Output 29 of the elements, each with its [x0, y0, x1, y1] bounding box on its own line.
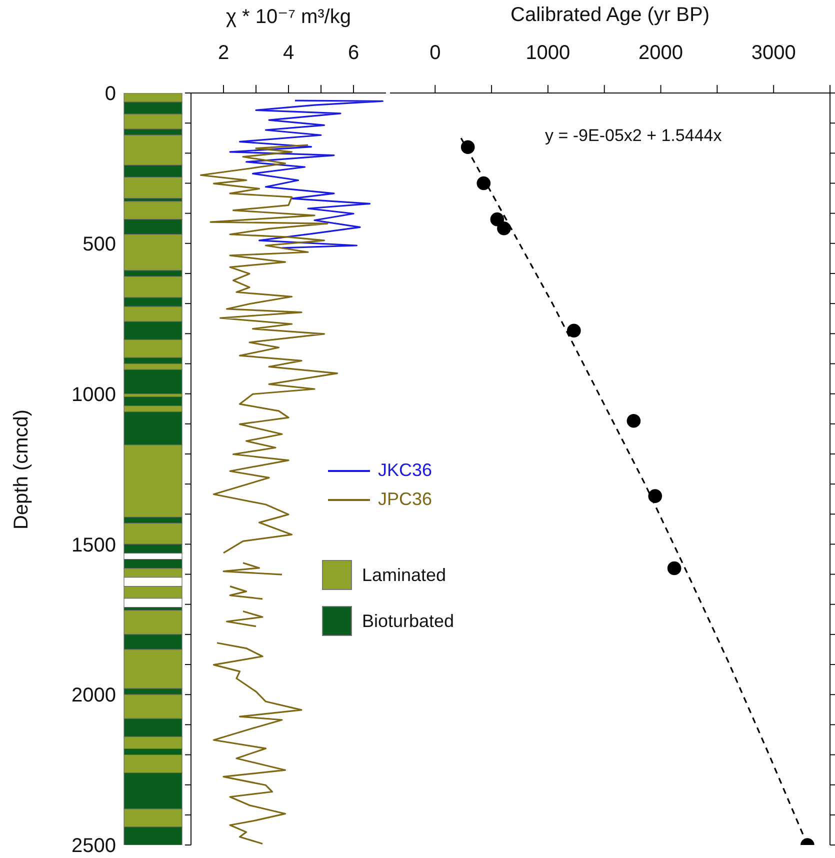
- y-tick-label: 1000: [72, 384, 116, 406]
- x-tick-label: 2: [218, 42, 230, 64]
- x-axis-title: χ * 10⁻⁷ m³/kg: [225, 5, 352, 29]
- x-axis-title: Calibrated Age (yr BP): [510, 4, 710, 27]
- point: [626, 414, 641, 428]
- point: [667, 561, 682, 576]
- point: [648, 489, 662, 503]
- x-tick-label: 4: [282, 42, 294, 64]
- text: Laminated: [362, 564, 446, 586]
- y-tick-label: 500: [82, 234, 116, 256]
- x-tick-label: 1000: [526, 42, 570, 64]
- annotation: y = -9E-05x2 + 1.5444x: [545, 126, 722, 146]
- legend-label: JKC36: [378, 460, 432, 481]
- x-tick-label: 6: [348, 42, 360, 64]
- legend-label: JPC36: [378, 489, 432, 510]
- y-axis-title: Depth (cmcd): [10, 408, 34, 532]
- point: [497, 221, 511, 236]
- point: [566, 324, 581, 338]
- y-tick-label: 1500: [72, 534, 116, 556]
- y-tick-label: 0: [104, 83, 116, 106]
- y-tick-label: 2500: [72, 835, 116, 858]
- x-tick-label: 3000: [751, 42, 796, 64]
- x-tick-label: 0: [430, 42, 441, 64]
- y-tick-label: 2000: [72, 684, 116, 707]
- point: [460, 140, 475, 154]
- legend-label: Bioturbated: [362, 610, 454, 632]
- x-tick-label: 2000: [638, 42, 684, 64]
- point: [490, 212, 504, 226]
- point: [476, 176, 491, 190]
